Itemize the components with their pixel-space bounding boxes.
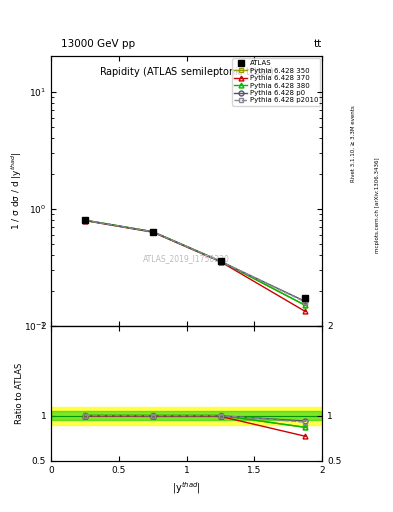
Text: ATLAS_2019_I1750330: ATLAS_2019_I1750330 xyxy=(143,254,230,263)
Text: Rapidity (ATLAS semileptonic t$\bar{\rm t}$bar): Rapidity (ATLAS semileptonic t$\bar{\rm … xyxy=(99,65,274,80)
Text: Rivet 3.1.10, ≥ 3.3M events: Rivet 3.1.10, ≥ 3.3M events xyxy=(351,105,356,182)
Text: mcplots.cern.ch [arXiv:1306.3436]: mcplots.cern.ch [arXiv:1306.3436] xyxy=(375,157,380,252)
X-axis label: |y$^{thad}$|: |y$^{thad}$| xyxy=(172,480,201,496)
Legend: ATLAS, Pythia 6.428 350, Pythia 6.428 370, Pythia 6.428 380, Pythia 6.428 p0, Py: ATLAS, Pythia 6.428 350, Pythia 6.428 37… xyxy=(232,58,320,105)
Y-axis label: Ratio to ATLAS: Ratio to ATLAS xyxy=(15,363,24,424)
Text: 13000 GeV pp: 13000 GeV pp xyxy=(61,38,135,49)
Bar xyxy=(51,407,322,425)
Bar xyxy=(51,411,322,420)
Y-axis label: 1 / σ dσ / d |y$^{thad}$|: 1 / σ dσ / d |y$^{thad}$| xyxy=(9,152,24,230)
Text: tt: tt xyxy=(314,38,322,49)
